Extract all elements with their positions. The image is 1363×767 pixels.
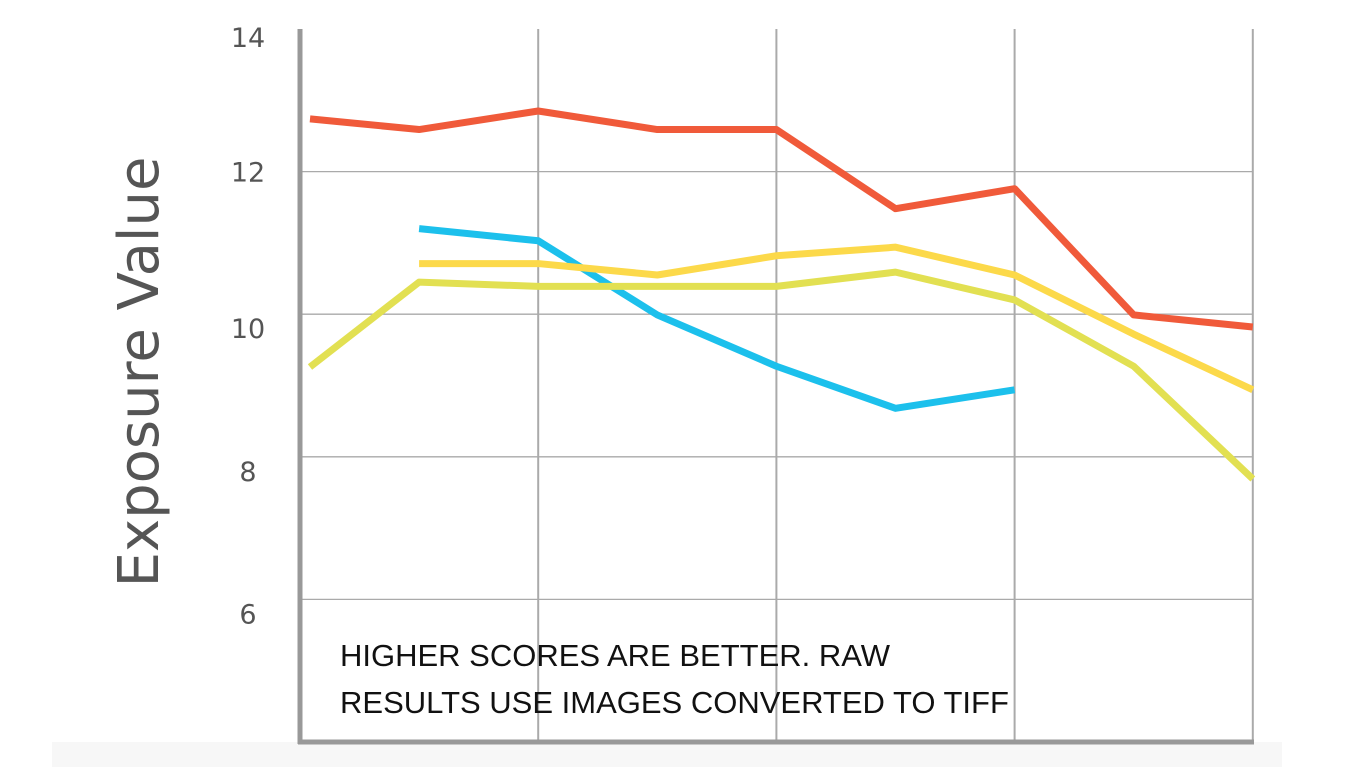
gridlines (300, 29, 1254, 742)
y-tick-label: 6 (239, 599, 256, 630)
y-tick-label: 8 (239, 457, 256, 488)
annotation-line-1: HIGHER SCORES ARE BETTER. RAW (340, 638, 891, 673)
y-tick-label: 12 (231, 158, 265, 189)
series-line-3 (307, 268, 1256, 482)
series-line-0 (309, 107, 1254, 331)
y-axis-label: Exposure Value (107, 157, 172, 588)
y-tick-label: 10 (231, 314, 265, 345)
y-tick-labels: 6 8 10 12 14 (231, 23, 265, 630)
series-line-2 (419, 243, 1255, 393)
series-lines (307, 107, 1256, 482)
annotation-line-2: RESULTS USE IMAGES CONVERTED TO TIFF (340, 685, 1009, 720)
y-tick-label: 14 (231, 23, 265, 54)
series-line-1 (418, 225, 1016, 412)
bottom-band (52, 742, 1282, 767)
